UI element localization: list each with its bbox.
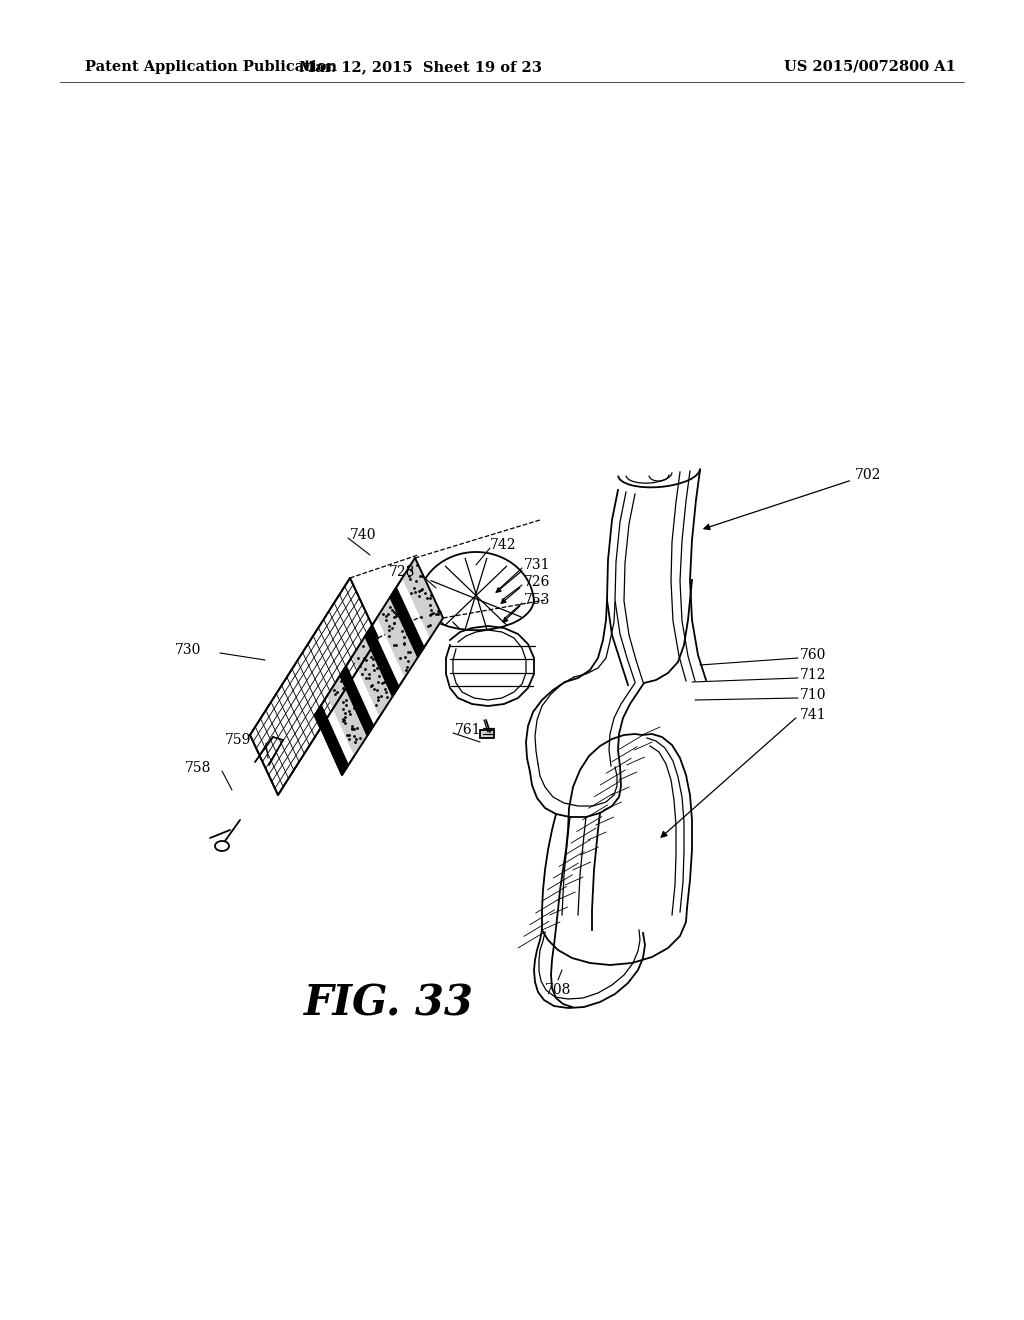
Text: Mar. 12, 2015  Sheet 19 of 23: Mar. 12, 2015 Sheet 19 of 23 — [299, 59, 542, 74]
Text: 761: 761 — [455, 723, 481, 737]
Text: Patent Application Publication: Patent Application Publication — [85, 59, 337, 74]
Text: 759: 759 — [225, 733, 251, 747]
Text: 742: 742 — [490, 539, 516, 552]
Polygon shape — [390, 587, 424, 657]
Text: 731: 731 — [524, 558, 551, 572]
Polygon shape — [315, 558, 443, 775]
Text: 726: 726 — [524, 576, 550, 589]
Text: 708: 708 — [545, 983, 571, 997]
Text: 702: 702 — [855, 469, 882, 482]
Polygon shape — [315, 705, 348, 775]
Polygon shape — [250, 578, 378, 795]
Text: 740: 740 — [350, 528, 377, 543]
Text: 712: 712 — [800, 668, 826, 682]
Text: 758: 758 — [185, 762, 211, 775]
Polygon shape — [365, 627, 398, 697]
Text: 728: 728 — [389, 565, 415, 579]
Text: US 2015/0072800 A1: US 2015/0072800 A1 — [784, 59, 956, 74]
Polygon shape — [402, 558, 443, 638]
Bar — [480, 730, 494, 738]
Text: 730: 730 — [175, 643, 202, 657]
Polygon shape — [352, 636, 392, 717]
Text: 760: 760 — [800, 648, 826, 663]
Text: 753: 753 — [524, 593, 550, 607]
Polygon shape — [378, 597, 418, 677]
Polygon shape — [340, 665, 374, 735]
Text: 741: 741 — [800, 708, 826, 722]
Polygon shape — [328, 676, 368, 755]
Ellipse shape — [215, 841, 229, 851]
Text: 710: 710 — [800, 688, 826, 702]
Text: FIG. 33: FIG. 33 — [304, 982, 474, 1024]
